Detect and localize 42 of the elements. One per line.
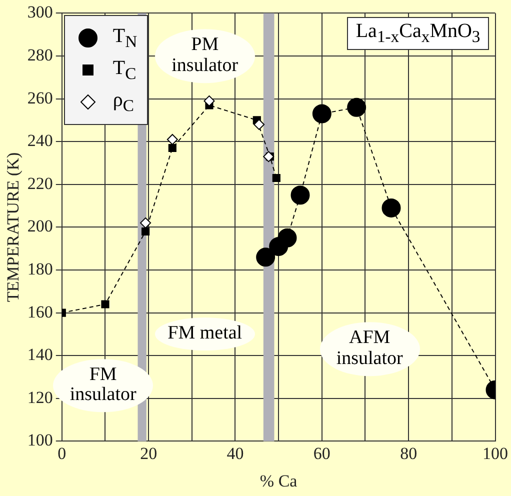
point [272, 174, 280, 182]
annotation: PM insulator [170, 34, 240, 77]
y-tick-label: 260 [27, 88, 53, 108]
y-tick-label: 280 [27, 45, 53, 64]
x-tick-label: 100 [482, 444, 508, 463]
y-tick-label: 300 [27, 2, 53, 22]
point [204, 95, 215, 106]
point [142, 227, 150, 236]
annotation: AFM insulator [335, 327, 404, 370]
point [168, 144, 176, 152]
y-tick-label: 220 [27, 174, 53, 193]
point [290, 186, 310, 205]
x-tick-label: 0 [58, 444, 66, 463]
y-tick-label: 200 [27, 216, 53, 236]
y-tick-label: 180 [27, 259, 53, 278]
x-tick-label: 60 [313, 444, 330, 463]
x-tick-label: 40 [226, 444, 244, 463]
legend-label: T$_{C}$ [112, 56, 136, 84]
y-axis-title: TEMPERATURE (K) [4, 152, 23, 302]
annotation: FM insulator [68, 364, 138, 406]
point [254, 118, 265, 130]
y-tick-label: 140 [27, 345, 53, 364]
point [263, 151, 274, 162]
legend-label: T$_{N}$ [112, 24, 138, 52]
point [347, 98, 366, 117]
x-tick-label: 20 [140, 444, 158, 463]
y-tick-label: 240 [27, 131, 53, 150]
annotation: FM metal [166, 322, 244, 345]
point [166, 134, 178, 145]
point [256, 248, 276, 267]
point [278, 228, 297, 248]
point [382, 198, 401, 218]
text: La$_{1-x}$Ca$_{x}$MnO$_{3}$ [346, 17, 490, 50]
point [140, 217, 152, 228]
point [312, 104, 332, 124]
point [101, 300, 110, 308]
x-axis-title: % Ca [260, 471, 298, 490]
y-tick-label: 160 [27, 302, 53, 322]
y-tick-label: 120 [27, 388, 53, 407]
legend-label: ρ$_{C}$ [112, 88, 134, 116]
x-tick-label: 80 [400, 444, 418, 463]
y-tick-label: 100 [27, 430, 53, 450]
